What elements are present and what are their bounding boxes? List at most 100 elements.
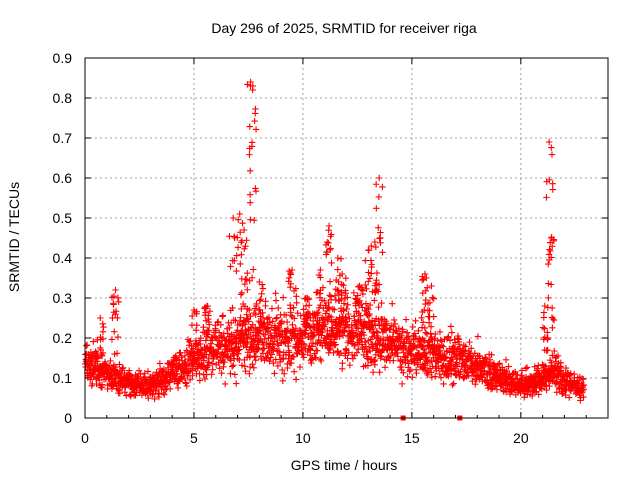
data-point bbox=[390, 316, 398, 324]
data-point bbox=[222, 336, 229, 344]
data-point bbox=[342, 274, 350, 282]
data-point bbox=[358, 335, 365, 342]
data-point bbox=[554, 352, 562, 359]
data-point bbox=[214, 348, 221, 356]
data-point bbox=[548, 144, 555, 151]
data-point bbox=[548, 151, 556, 158]
data-point bbox=[256, 297, 264, 304]
y-tick-label: 0.2 bbox=[53, 330, 73, 346]
data-point bbox=[278, 318, 286, 325]
data-point bbox=[412, 317, 419, 325]
data-point bbox=[370, 358, 378, 365]
data-point bbox=[329, 305, 337, 313]
y-tick-label: 0.7 bbox=[53, 130, 73, 146]
data-point bbox=[112, 307, 120, 315]
data-point bbox=[99, 320, 106, 328]
data-point bbox=[307, 352, 314, 359]
data-point bbox=[246, 306, 253, 314]
data-point bbox=[431, 373, 439, 380]
data-point bbox=[272, 290, 279, 297]
data-point bbox=[144, 368, 152, 375]
data-point bbox=[127, 391, 135, 398]
data-point bbox=[241, 363, 249, 370]
data-point bbox=[105, 362, 113, 369]
data-point bbox=[541, 334, 549, 341]
data-point bbox=[116, 390, 124, 397]
data-point bbox=[247, 216, 254, 223]
data-point bbox=[547, 281, 555, 288]
data-point bbox=[108, 336, 116, 343]
data-point bbox=[350, 289, 358, 297]
data-point bbox=[196, 377, 204, 384]
data-point bbox=[432, 351, 439, 358]
data-point bbox=[435, 358, 442, 366]
data-point bbox=[249, 360, 256, 368]
data-point bbox=[328, 324, 336, 331]
data-point bbox=[273, 347, 281, 354]
data-point bbox=[367, 257, 375, 264]
data-point bbox=[247, 312, 254, 320]
data-point bbox=[531, 388, 539, 396]
data-point bbox=[374, 288, 382, 295]
data-point bbox=[216, 329, 223, 336]
tick-labels: 0 0.1 0.2 0.3 0.4 0.5 0.6 0.7 0.8 0.9 0 5 10 15 20 bbox=[53, 50, 529, 446]
data-point bbox=[246, 370, 253, 377]
data-point bbox=[445, 333, 452, 340]
data-point bbox=[229, 304, 236, 312]
data-point bbox=[549, 315, 557, 323]
data-point bbox=[424, 284, 431, 291]
data-point bbox=[205, 318, 213, 326]
data-point bbox=[226, 233, 233, 240]
data-point bbox=[422, 329, 429, 336]
data-point bbox=[244, 81, 251, 88]
data-point bbox=[325, 239, 332, 247]
data-point bbox=[540, 314, 548, 321]
data-point bbox=[447, 323, 455, 330]
data-point bbox=[462, 343, 469, 350]
data-point bbox=[409, 323, 416, 331]
data-point bbox=[366, 310, 373, 318]
data-point bbox=[156, 360, 164, 367]
data-point bbox=[237, 291, 245, 298]
data-point bbox=[229, 214, 237, 222]
y-tick-label: 0.4 bbox=[53, 250, 73, 266]
data-point bbox=[252, 110, 259, 117]
data-point bbox=[421, 349, 428, 357]
data-point bbox=[349, 333, 356, 340]
data-point bbox=[314, 311, 321, 319]
data-point bbox=[276, 333, 283, 340]
data-point bbox=[368, 270, 375, 277]
data-point bbox=[116, 361, 123, 368]
data-point bbox=[322, 310, 329, 317]
data-point bbox=[305, 302, 313, 309]
data-point bbox=[133, 388, 140, 396]
data-point bbox=[271, 370, 278, 377]
data-point bbox=[272, 315, 280, 322]
data-point bbox=[291, 315, 298, 322]
data-point bbox=[546, 382, 553, 390]
data-point bbox=[238, 251, 245, 258]
data-point bbox=[340, 300, 348, 307]
data-point bbox=[337, 255, 345, 263]
data-point bbox=[251, 217, 258, 224]
data-point bbox=[231, 257, 238, 264]
data-point bbox=[373, 269, 381, 277]
data-point bbox=[330, 336, 338, 343]
data-point bbox=[296, 326, 303, 334]
data-point bbox=[404, 373, 411, 380]
data-point bbox=[336, 297, 343, 305]
y-tick-label: 0 bbox=[64, 410, 72, 426]
data-point bbox=[415, 327, 422, 335]
data-point bbox=[375, 281, 383, 288]
data-point bbox=[346, 361, 354, 369]
data-point bbox=[325, 304, 333, 311]
data-point bbox=[369, 288, 376, 295]
data-point bbox=[238, 305, 245, 313]
y-tick-label: 0.3 bbox=[53, 290, 73, 306]
data-point bbox=[227, 357, 235, 364]
data-point bbox=[541, 325, 548, 332]
data-point bbox=[495, 361, 502, 368]
data-point bbox=[319, 284, 327, 291]
data-point bbox=[418, 342, 426, 350]
data-point bbox=[335, 287, 342, 295]
